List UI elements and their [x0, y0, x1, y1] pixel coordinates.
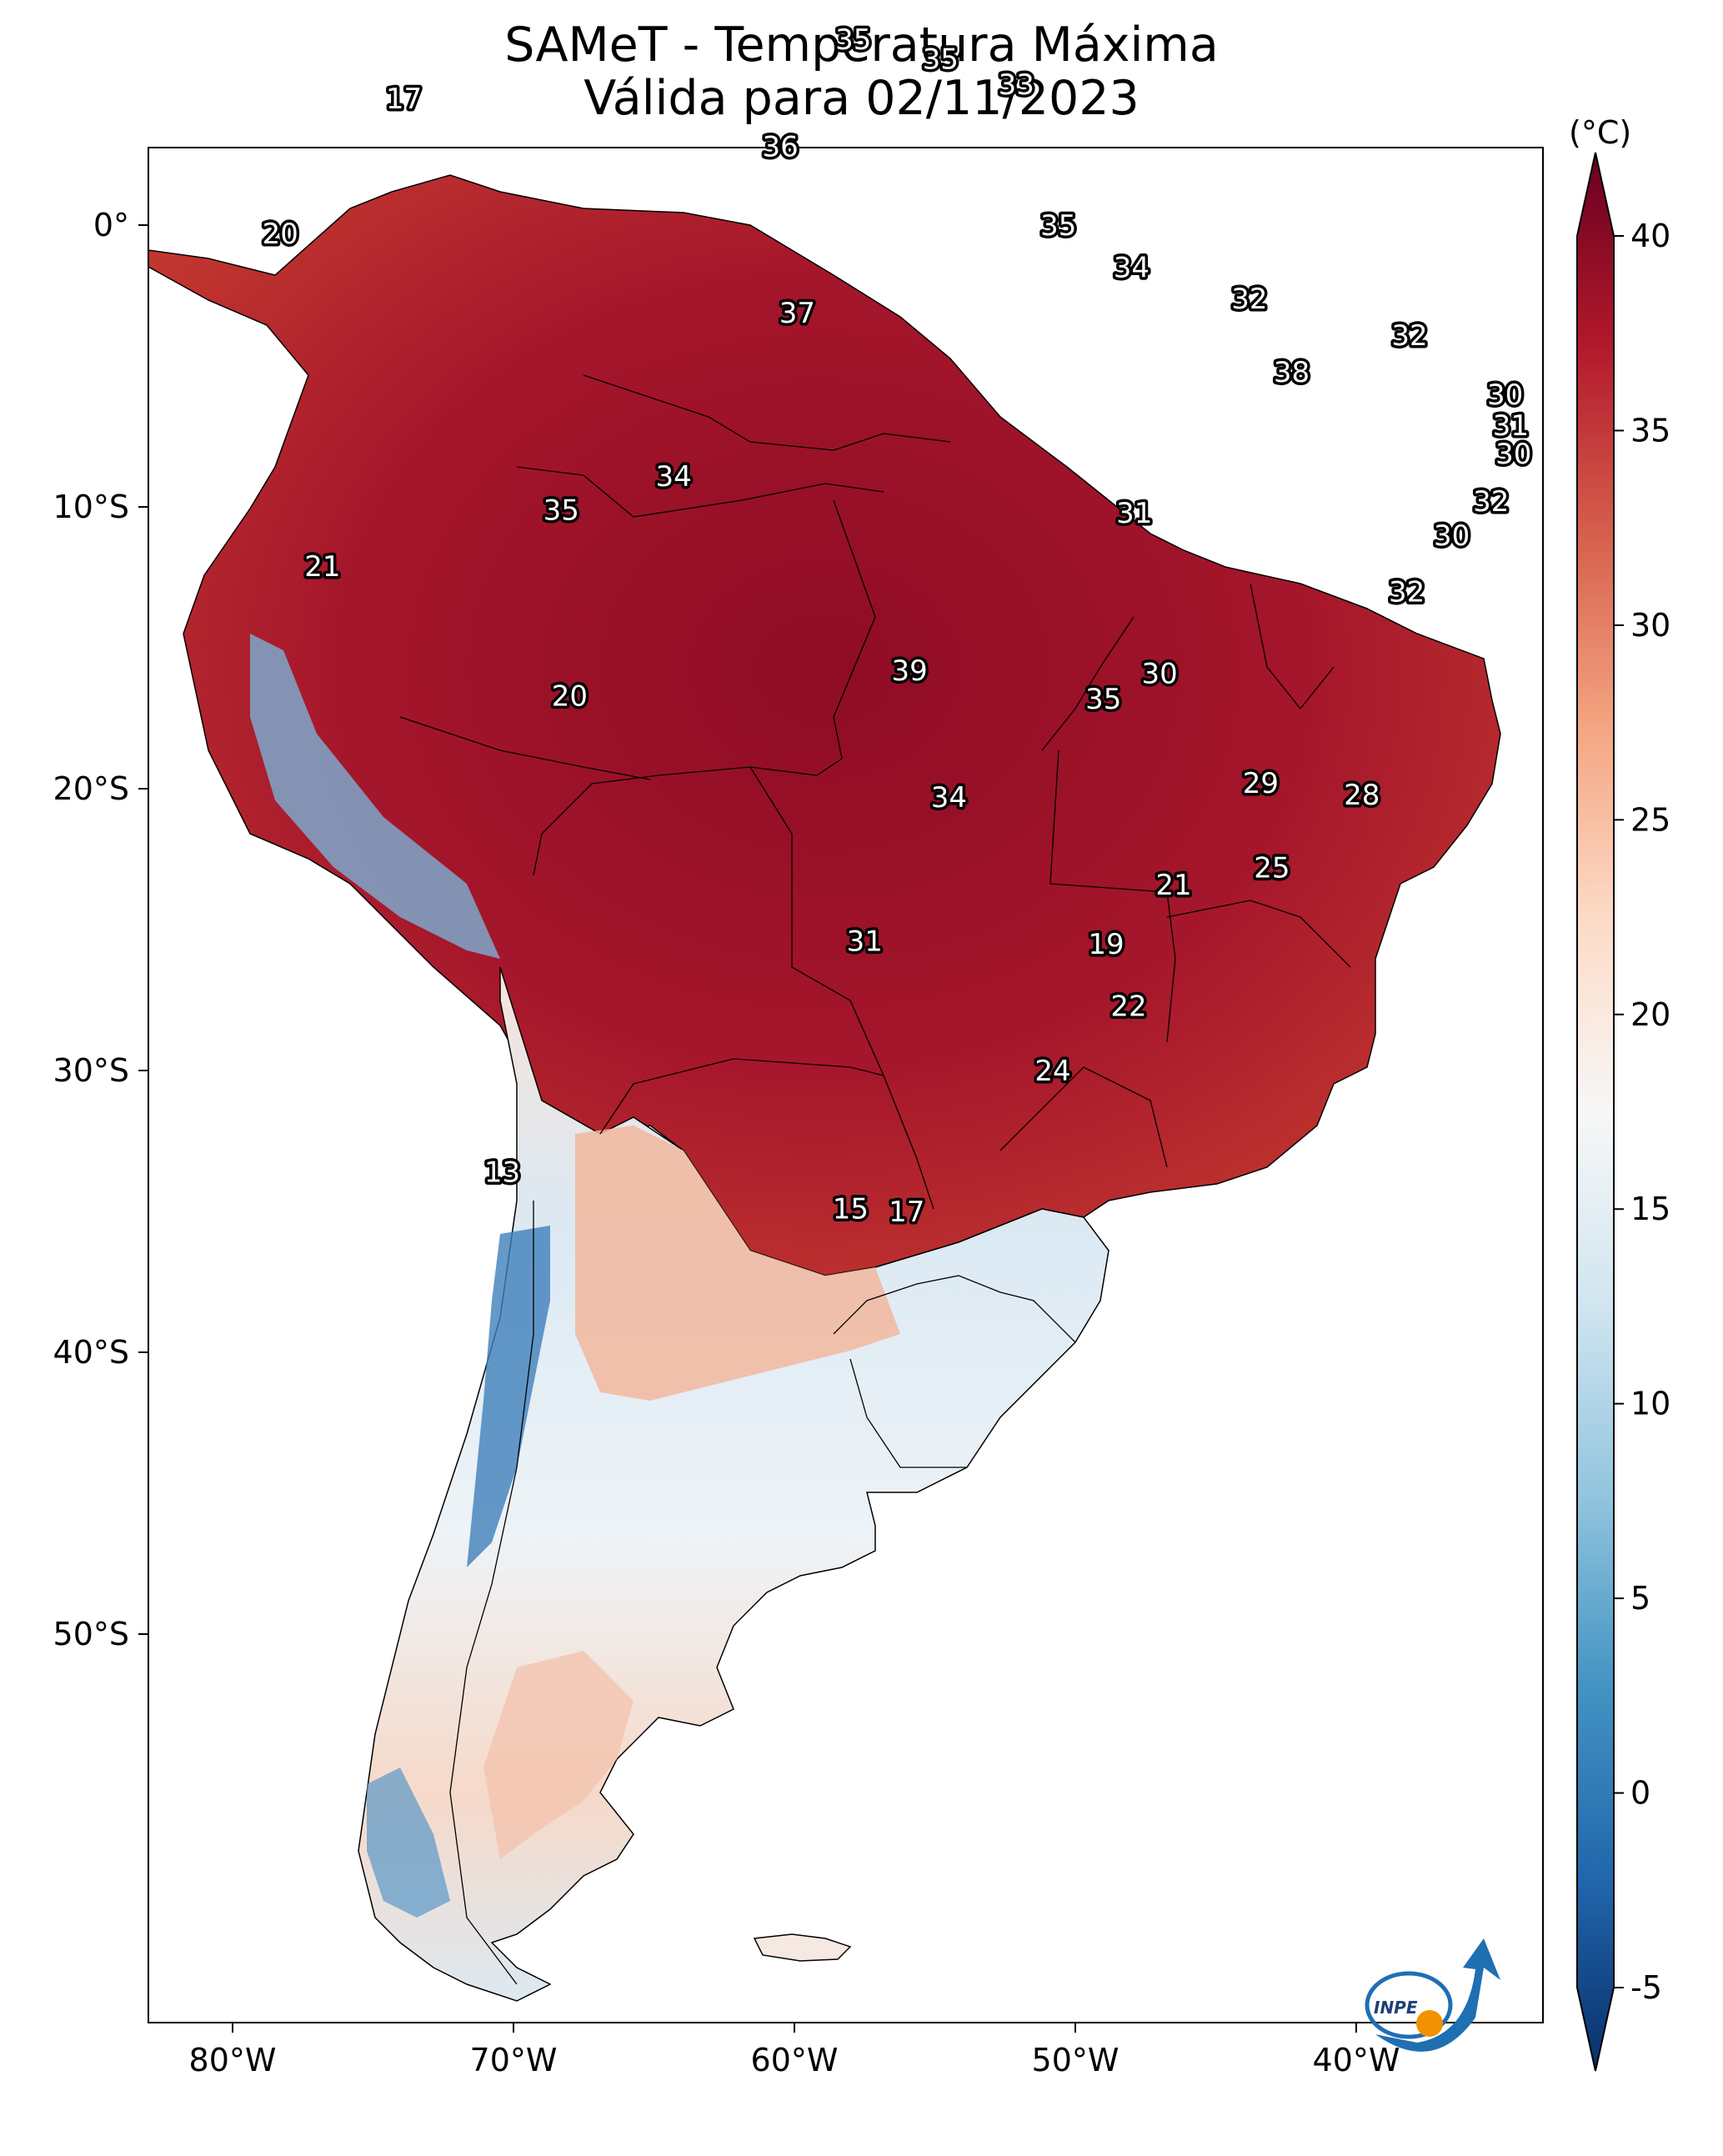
- temp-label: 21: [1155, 869, 1191, 902]
- temp-label: 21: [304, 550, 340, 584]
- colorbar-body: [1576, 152, 1615, 2072]
- temp-label: 35: [1085, 683, 1121, 716]
- colorbar-tick-label: 15: [1630, 1191, 1670, 1227]
- temp-label: 33: [999, 68, 1034, 102]
- logo-ring: [1365, 1971, 1453, 2039]
- warm-band-patagonia: [483, 1651, 634, 1859]
- temp-label: 31: [847, 925, 883, 959]
- colorbar-tick-label: -5: [1630, 1969, 1662, 2006]
- temp-label: 31: [1116, 497, 1152, 530]
- temp-label: 34: [655, 460, 691, 494]
- temp-label: 30: [1487, 379, 1523, 412]
- colorbar-tick-label: 5: [1630, 1580, 1650, 1617]
- andes-cold-spine: [467, 1226, 550, 1567]
- temp-label: 30: [1495, 438, 1531, 471]
- temp-label: 32: [1389, 575, 1425, 609]
- temp-label: 17: [889, 1196, 924, 1229]
- colorbar: (°C) 40 35 30 25 20 15 10 5 0 -5: [1569, 114, 1670, 2072]
- temp-label: 36: [763, 130, 799, 163]
- lon-tick-label: 60°W: [751, 2042, 839, 2078]
- colorbar-tick-label: 25: [1630, 801, 1670, 838]
- temp-label: 35: [543, 494, 579, 527]
- temp-label: 35: [835, 23, 871, 57]
- temp-label: 32: [1231, 283, 1267, 316]
- colorbar-unit: (°C): [1569, 114, 1631, 151]
- temp-label: 19: [1088, 928, 1124, 961]
- lon-axis: 80°W 70°W 60°W 50°W 40°W: [189, 2023, 1400, 2078]
- temp-label: 30: [1141, 657, 1177, 690]
- temp-label: 30: [1434, 519, 1470, 553]
- lat-tick-label: 50°S: [53, 1616, 129, 1652]
- inpe-logo: INPE: [1365, 1938, 1500, 2052]
- temp-label: 39: [892, 654, 928, 688]
- temp-label: 31: [1493, 409, 1529, 443]
- logo-text: INPE: [1374, 1998, 1418, 2018]
- country-borders: [399, 374, 1351, 1985]
- logo-sun: [1416, 2010, 1443, 2037]
- temp-label: 32: [1473, 485, 1509, 519]
- lon-tick-label: 70°W: [470, 2042, 558, 2078]
- logo-arrow: [1375, 1938, 1500, 2052]
- lat-tick-label: 20°S: [53, 770, 129, 807]
- temp-label: 20: [552, 679, 588, 713]
- temp-label: 20: [263, 218, 298, 251]
- lat-tick-label: 10°S: [53, 489, 129, 525]
- colorbar-ticks: 40 35 30 25 20 15 10 5 0 -5: [1614, 218, 1670, 2006]
- temp-label: 34: [931, 781, 967, 815]
- falkland-islands: [753, 1933, 852, 1962]
- temperature-field: [148, 174, 1501, 2002]
- warm-band-argentina: [575, 1126, 900, 1401]
- andes-north-cold: [250, 634, 500, 959]
- chart-title: SAMeT - Temperatura Máxima Válida para 0…: [0, 18, 1723, 125]
- temp-label: 15: [833, 1193, 869, 1226]
- colorbar-tick-label: 20: [1630, 996, 1670, 1033]
- temp-label: 25: [1254, 852, 1290, 885]
- temp-label: 24: [1034, 1055, 1070, 1088]
- lat-tick-label: 40°S: [53, 1334, 129, 1371]
- temp-label: 13: [484, 1156, 520, 1190]
- lat-tick-label: 30°S: [53, 1052, 129, 1089]
- colorbar-tick-label: 35: [1630, 412, 1670, 449]
- temp-label: 35: [923, 43, 959, 77]
- temp-label: 32: [1391, 319, 1427, 353]
- temp-label: 22: [1110, 990, 1146, 1023]
- colorbar-tick-label: 10: [1630, 1386, 1670, 1422]
- temp-label: 38: [1274, 356, 1310, 389]
- colorbar-tick-label: 40: [1630, 218, 1670, 254]
- colorbar-tick-label: 30: [1630, 607, 1670, 644]
- temp-label: 17: [386, 83, 422, 116]
- temp-label: 35: [1040, 209, 1076, 243]
- temp-label: 28: [1344, 779, 1380, 812]
- lon-tick-label: 80°W: [189, 2042, 277, 2078]
- continent-hot-region: [148, 174, 1501, 1276]
- lat-tick-label: 0°: [93, 207, 129, 243]
- temp-label: 29: [1243, 767, 1279, 800]
- colorbar-tick-label: 0: [1630, 1775, 1650, 1812]
- temp-label: 37: [779, 297, 815, 330]
- patagonia-cold: [367, 1767, 450, 1918]
- lat-axis: 10°N0°10°S20°S30°S40°S50°S: [53, 207, 148, 1652]
- lon-tick-label: 50°W: [1032, 2042, 1119, 2078]
- lon-tick-label: 40°W: [1313, 2042, 1400, 2078]
- title-line-2: Válida para 02/11/2023: [584, 71, 1139, 126]
- temperature-labels: 2535353317363520343237323830313034323531…: [259, 20, 1535, 1231]
- title-line-1: SAMeT - Temperatura Máxima: [504, 18, 1219, 73]
- temp-label: 34: [1114, 252, 1150, 285]
